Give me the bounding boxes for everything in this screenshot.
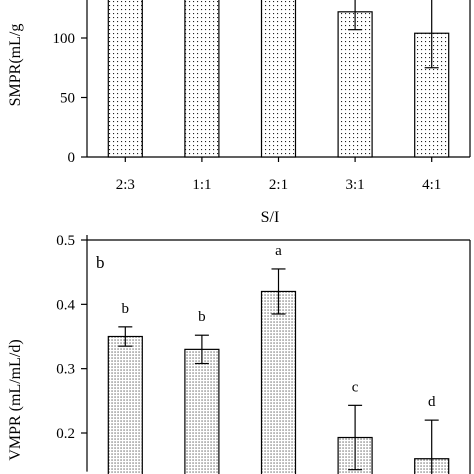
panel-b-y-tick-label: 0.2 xyxy=(56,426,75,442)
panel-b-significance-label: b xyxy=(122,301,130,317)
panel-a-bar xyxy=(260,0,297,158)
panel-b-y-tick-label: 0.4 xyxy=(56,297,75,313)
panel-a-x-tick-label: 2:3 xyxy=(116,177,135,193)
panel-a-y-tick-label: 100 xyxy=(53,31,76,47)
panel-b-bar xyxy=(260,290,297,474)
panel-b-significance-label: a xyxy=(275,243,282,259)
panel-a-y-tick-label: 0 xyxy=(68,150,76,166)
panel-b-y-tick-label: 0.5 xyxy=(56,233,75,249)
panel-a-x-tick-label: 2:1 xyxy=(269,177,288,193)
panel-b-significance-label: d xyxy=(428,394,436,410)
panel-b-significance-label: c xyxy=(352,379,359,395)
panel-b-bar xyxy=(184,348,220,474)
panel-a-bar xyxy=(184,0,220,158)
panel-a-x-tick-label: 1:1 xyxy=(192,177,211,193)
panel-a-x-tick-label: 3:1 xyxy=(346,177,365,193)
panel-a-chart: SMPR(mL/g S/I 0 50 100 2:3 1:1 2:1 3:1 4:1 xyxy=(7,0,471,226)
panel-b-letter: b xyxy=(96,253,105,272)
panel-b-bar xyxy=(107,335,143,474)
panel-a-x-axis-label: S/I xyxy=(261,209,280,226)
panel-a-bar xyxy=(337,11,373,158)
panel-a-bar xyxy=(107,0,143,158)
panel-b-y-tick-label: 0.3 xyxy=(56,362,75,378)
panel-b-chart: b VMPR (mL/mL/d) 0.2 0.3 0.4 0.5 b b a c d xyxy=(7,233,471,474)
panel-b-y-axis-label: VMPR (mL/mL/d) xyxy=(7,339,24,460)
panel-b-significance-label: b xyxy=(198,309,206,325)
panel-a-y-axis-label: SMPR(mL/g xyxy=(7,24,24,107)
panel-a-x-tick-label: 4:1 xyxy=(422,177,441,193)
panel-a-y-tick-label: 50 xyxy=(60,91,75,107)
